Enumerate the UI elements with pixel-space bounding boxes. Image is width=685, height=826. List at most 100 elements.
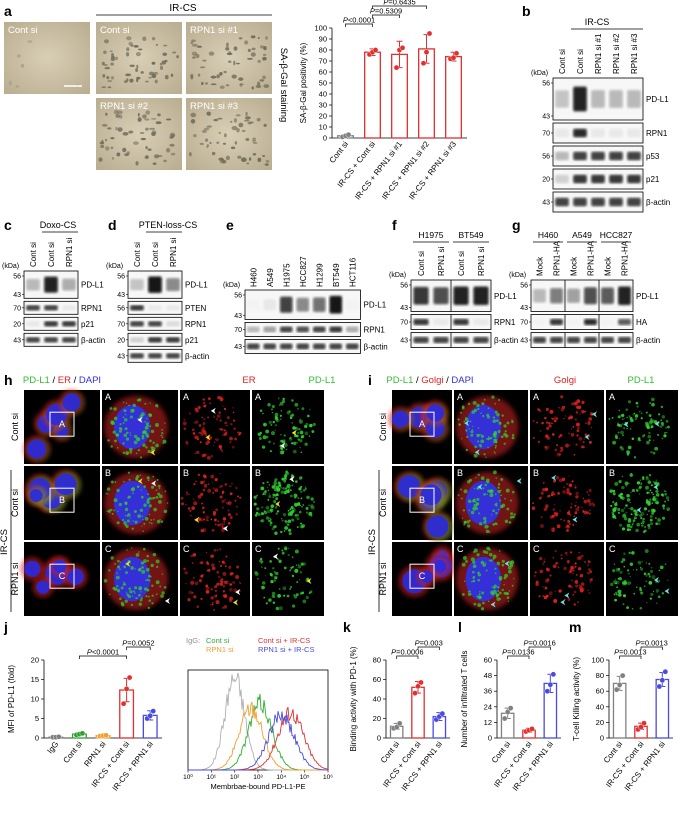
signal-puncta — [205, 551, 208, 554]
stained-cell — [135, 161, 139, 166]
signal-puncta — [182, 421, 187, 426]
signal-puncta — [113, 416, 118, 421]
signal-puncta — [269, 521, 273, 525]
signal-puncta — [195, 420, 199, 424]
signal-puncta — [612, 440, 617, 445]
signal-puncta — [202, 518, 206, 521]
inset-label: A — [419, 419, 425, 429]
stained-cell — [148, 76, 153, 79]
protein-label: PD-L1 — [185, 281, 208, 290]
data-point — [345, 131, 352, 138]
signal-puncta — [486, 437, 489, 440]
signal-puncta — [148, 521, 151, 524]
arrowhead — [653, 577, 659, 584]
signal-puncta — [533, 575, 536, 577]
signal-puncta — [273, 575, 278, 580]
signal-puncta — [539, 430, 542, 432]
signal-puncta — [650, 450, 653, 454]
signal-puncta — [657, 433, 660, 436]
signal-puncta — [572, 593, 575, 596]
signal-puncta — [139, 456, 143, 459]
signal-puncta — [568, 584, 572, 588]
signal-puncta — [553, 599, 558, 603]
signal-puncta — [282, 397, 285, 401]
micrograph-label: Cont si — [8, 25, 38, 36]
data-point — [150, 708, 156, 714]
x-tick-label: 10² — [230, 774, 240, 781]
kda-label: (kDa) — [389, 272, 406, 279]
signal-puncta — [489, 436, 493, 440]
signal-puncta — [480, 434, 484, 438]
signal-puncta — [626, 494, 630, 498]
signal-puncta — [545, 407, 549, 411]
significance-bracket — [619, 655, 642, 659]
arrowhead — [584, 433, 590, 440]
if-tile: A — [23, 389, 100, 464]
stained-cell — [169, 136, 174, 139]
signal-puncta — [107, 439, 110, 442]
signal-puncta — [216, 549, 219, 552]
signal-puncta — [214, 488, 219, 493]
signal-puncta — [504, 573, 509, 578]
signal-puncta — [275, 606, 280, 611]
signal-puncta — [113, 498, 118, 503]
signal-puncta — [273, 570, 276, 574]
p-value-label: P=0.0006 — [391, 648, 423, 657]
signal-puncta — [558, 589, 562, 593]
stained-cell — [239, 83, 244, 86]
signal-puncta — [143, 522, 146, 525]
signal-puncta — [643, 525, 647, 529]
signal-puncta — [217, 582, 221, 585]
signal-puncta — [635, 488, 638, 490]
blot-band — [555, 197, 569, 207]
signal-puncta — [277, 558, 280, 561]
signal-puncta — [549, 409, 554, 414]
signal-puncta — [213, 518, 217, 522]
blot-band — [567, 288, 580, 303]
signal-puncta — [610, 504, 613, 507]
signal-puncta — [153, 518, 155, 521]
data-point — [616, 682, 623, 688]
signal-puncta — [477, 473, 480, 477]
stained-cell — [202, 59, 207, 62]
signal-puncta — [493, 586, 496, 589]
signal-puncta — [133, 592, 136, 595]
data-point — [393, 724, 400, 731]
inset-label: A — [183, 392, 189, 402]
stained-cell — [262, 75, 266, 80]
signal-puncta — [116, 521, 120, 525]
signal-puncta — [281, 519, 284, 522]
data-point — [550, 671, 557, 678]
signal-puncta — [588, 488, 592, 493]
inset-label: B — [255, 468, 261, 478]
signal-puncta — [304, 431, 309, 436]
mw-marker: 20 — [13, 321, 21, 328]
mw-marker: 43 — [400, 305, 408, 312]
x-tick-label: 10⁰ — [183, 773, 193, 781]
signal-puncta — [571, 579, 573, 582]
blot-band — [329, 295, 343, 314]
signal-puncta — [160, 434, 163, 437]
signal-puncta — [655, 479, 658, 482]
signal-puncta — [633, 412, 636, 415]
signal-puncta — [463, 520, 467, 524]
y-tick-label: 100 — [591, 656, 604, 665]
data-point — [656, 683, 663, 690]
panel-h-title-er: ER — [58, 375, 71, 386]
signal-puncta — [274, 494, 277, 497]
signal-puncta — [637, 438, 641, 442]
signal-puncta — [122, 422, 125, 424]
signal-puncta — [263, 596, 266, 599]
signal-puncta — [574, 565, 577, 568]
signal-puncta — [474, 445, 477, 449]
signal-puncta — [186, 491, 188, 494]
signal-puncta — [222, 585, 226, 588]
signal-puncta — [555, 562, 558, 565]
signal-puncta — [621, 486, 625, 490]
signal-puncta — [291, 556, 294, 559]
signal-puncta — [264, 575, 267, 577]
signal-puncta — [492, 416, 494, 419]
signal-puncta — [275, 505, 278, 507]
signal-puncta — [650, 522, 654, 526]
